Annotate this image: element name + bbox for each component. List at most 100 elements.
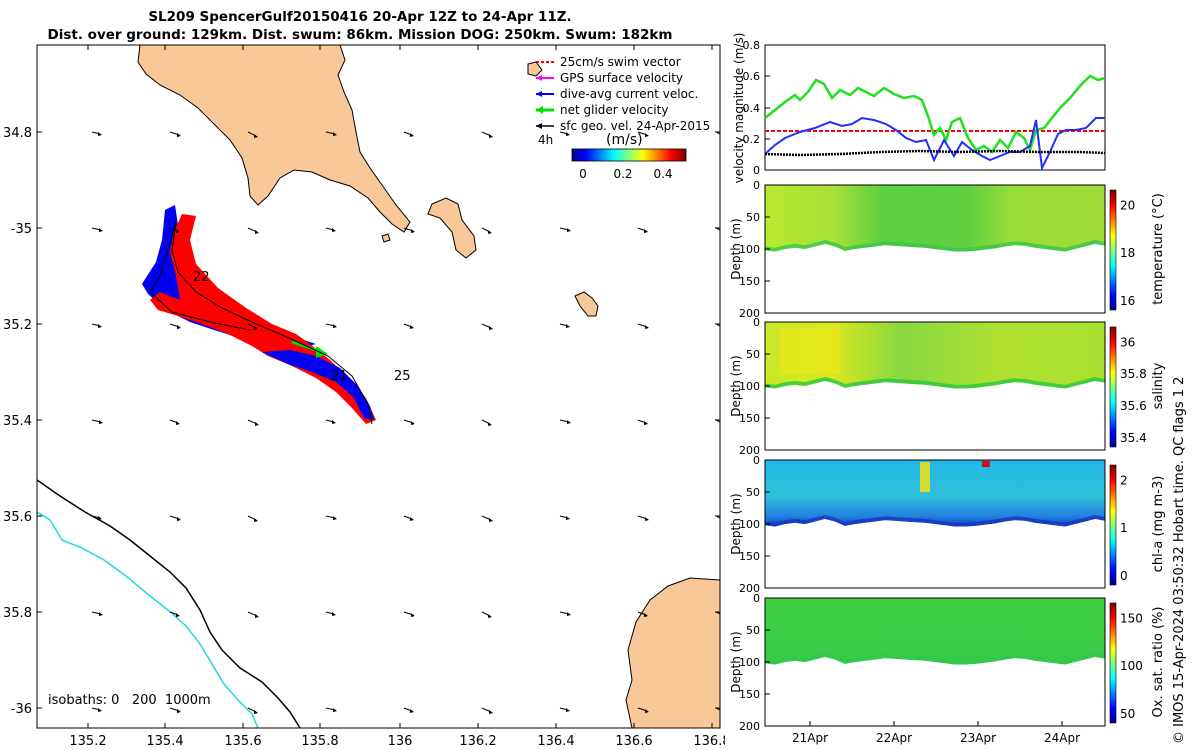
panel-temperature-data <box>765 185 1105 252</box>
panel-salinity-bottom-layer <box>765 377 1105 389</box>
legend-label-gps-velocity: GPS surface velocity <box>560 71 683 85</box>
panel-temperature-y-tick-3: 150 <box>739 275 760 288</box>
net-glider-speed-line <box>764 74 1106 154</box>
chla-peak-patch <box>982 461 990 467</box>
panel-chla-cbar-tick-2: 2 <box>1120 473 1128 487</box>
panel-salinity-y-tick-2: 100 <box>739 380 760 393</box>
panel-chla-y-tick-3: 150 <box>739 550 760 563</box>
panel-salinity-colorbar <box>1109 326 1117 448</box>
legend-item-geo-velocity: sfc geo. vel. 24-Apr-2015 <box>536 119 710 133</box>
panel-chla-y-tick-4: 200 <box>739 582 760 595</box>
map-x-tick-0: 135.2 <box>69 734 106 749</box>
panel-oxsat-cbar-tick-1: 100 <box>1120 659 1143 673</box>
panel-oxsat-cbar-label: Ox. sat. ratio (%) <box>1151 607 1166 718</box>
legend-item-dive-avg: dive-avg current veloc. <box>536 87 698 101</box>
time-tick-2: 23Apr <box>960 731 996 745</box>
map-x-axis: 135.2 135.4 135.6 135.8 136 136.2 136.4 136.6 13… <box>69 45 725 749</box>
panel-salinity-y-tick-0: 0 <box>753 316 760 329</box>
map-x-tick-8: 136.8 <box>693 734 725 749</box>
panel-temperature-ylabel: Depth (m) <box>729 218 743 279</box>
velocity-magnitude-panel: 0 0.2 0.4 0.6 0.8 velocity magnitude (m/s) <box>732 33 1106 183</box>
panel-salinity-cbar-tick-0: 35.4 <box>1120 431 1147 445</box>
track-dive-avg-lower <box>262 350 374 420</box>
map-y-tick-3: 35.4 <box>3 414 32 429</box>
geo-arrow-8 <box>715 131 720 135</box>
panel-salinity-y-tick-1: 50 <box>746 348 760 361</box>
panel-oxsat-cbar-tick-2: 150 <box>1120 611 1143 625</box>
panel-chla-y-tick-1: 50 <box>746 486 760 499</box>
panel-salinity: 0 50 100 150 200 Depth (m) 35.4 35.6 35.8 36 salin… <box>729 316 1166 457</box>
panel-temperature-y-tick-4: 200 <box>739 307 760 320</box>
legend-label-geo-velocity: sfc geo. vel. 24-Apr-2015 <box>560 119 710 133</box>
map-y-tick-2: 35.2 <box>3 318 32 333</box>
day-label-22: 22 <box>193 270 210 285</box>
land-island-2 <box>574 291 599 317</box>
track-centerline <box>171 221 373 425</box>
panel-salinity-cbar-tick-2: 35.8 <box>1120 367 1147 381</box>
colorbar-tick-2: 0.4 <box>653 167 672 181</box>
panel-salinity-y-tick-4: 200 <box>739 444 760 457</box>
panel-chla-y-tick-2: 100 <box>739 518 760 531</box>
map-x-tick-2: 135.6 <box>224 734 261 749</box>
legend-label-net-velocity: net glider velocity <box>560 103 668 117</box>
map-x-tick-5: 136.2 <box>459 734 496 749</box>
time-tick-1: 22Apr <box>876 731 912 745</box>
imos-credit: © IMOS 15-Apr-2024 03:50:32 Hobart time.… <box>1172 376 1187 744</box>
panel-chla-y-tick-0: 0 <box>753 454 760 467</box>
panel-oxsat-y-tick-4: 200 <box>739 720 760 733</box>
dive-avg-speed-line <box>764 116 1105 172</box>
panel-salinity-cbar-tick-3: 36 <box>1120 335 1135 349</box>
panel-temperature-cbar-label: temperature (°C) <box>1151 193 1166 305</box>
velocity-y-tick-2: 0.4 <box>743 102 761 115</box>
panel-temperature-y-tick-1: 50 <box>746 211 760 224</box>
panel-salinity-data <box>765 322 1105 389</box>
panel-oxsat-y-tick-0: 0 <box>753 592 760 605</box>
land-kangaroo-island <box>625 577 720 728</box>
panel-temperature-cbar-tick-2: 20 <box>1120 198 1135 212</box>
geostrophic-speed-line <box>764 149 1106 157</box>
velocity-y-tick-4: 0.8 <box>743 39 761 52</box>
map-x-tick-1: 135.4 <box>146 734 183 749</box>
time-tick-0: 21Apr <box>792 731 828 745</box>
salinity-high-patch <box>780 328 840 374</box>
map-y-tick-5: 35.8 <box>3 606 32 621</box>
map-legend: 25cm/s swim vector GPS surface velocity … <box>536 55 710 181</box>
panel-temperature-cbar-tick-1: 18 <box>1120 246 1135 260</box>
time-tick-3: 24Apr <box>1044 731 1080 745</box>
map-frame <box>36 44 721 729</box>
map-y-tick-1: -35 <box>11 222 32 237</box>
legend-label-swim-vector: 25cm/s swim vector <box>560 55 681 69</box>
panel-chla-data <box>765 460 1105 527</box>
panel-temperature-y-tick-0: 0 <box>753 179 760 192</box>
day-label-21: 21 <box>331 369 348 384</box>
panel-chla-ylabel: Depth (m) <box>729 493 743 554</box>
map-y-tick-6: -36 <box>11 702 32 717</box>
panel-temperature-cbar-tick-0: 16 <box>1120 294 1135 308</box>
panel-oxsat-ylabel: Depth (m) <box>729 631 743 692</box>
colorbar-tick-1: 0.2 <box>613 167 632 181</box>
panel-temperature-y-tick-2: 100 <box>739 243 760 256</box>
panel-chla-bottom-layer <box>765 515 1105 527</box>
figure-title: SL209 SpencerGulf20150416 20-Apr 12Z to … <box>0 8 720 44</box>
panel-temperature-colorbar <box>1109 189 1117 311</box>
panel-chla-cbar-label: chl-a (mg m-3) <box>1151 476 1166 573</box>
map-y-tick-0: 34.8 <box>3 126 32 141</box>
panel-salinity-cbar-label: salinity <box>1151 362 1166 409</box>
colorbar-tick-0: 0 <box>579 167 587 181</box>
sfc-geo-velocity-arrows <box>91 131 720 714</box>
velocity-y-tick-1: 0.2 <box>743 133 761 146</box>
panel-oxsat-y-tick-2: 100 <box>739 656 760 669</box>
isobath-label: isobaths: 0 200 1000m <box>48 693 211 708</box>
geo-arrow-53 <box>715 611 720 615</box>
panel-chla: 0 50 100 150 200 Depth (m) 0 1 2 chl-a (mg m-3) <box>729 454 1166 595</box>
time-axis: 21Apr 22Apr 23Apr 24Apr <box>792 721 1080 745</box>
geo-arrow-17 <box>715 227 720 231</box>
geo-arrow-35 <box>715 419 720 423</box>
legend-item-net-velocity: net glider velocity <box>536 103 668 117</box>
land-island-4 <box>381 233 391 243</box>
title-line-2: Dist. over ground: 129km. Dist. swum: 86… <box>47 27 673 43</box>
panel-salinity-y-tick-3: 150 <box>739 412 760 425</box>
colorbar-prefix: 4h <box>538 133 553 147</box>
geo-arrow-44 <box>715 515 720 519</box>
